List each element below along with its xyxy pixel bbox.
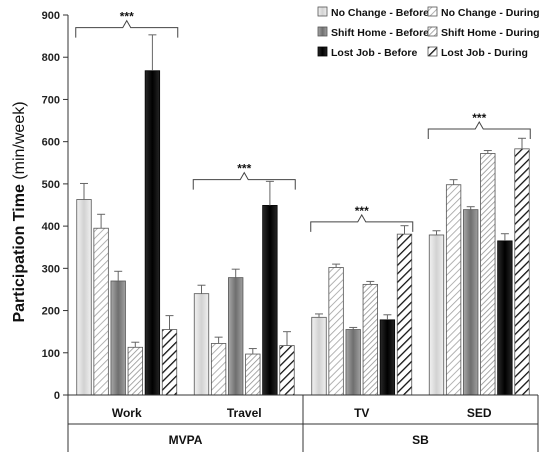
bar [193,293,210,396]
significance-label: *** [237,162,251,176]
significance-bracket [310,213,414,232]
legend-swatch [427,46,438,57]
bar [245,353,261,396]
significance-label: *** [120,10,134,24]
y-tick-label: 200 [42,306,60,318]
significance-label: *** [472,111,486,125]
legend-swatch [317,6,328,17]
legend-swatch [427,26,438,37]
bar [428,234,445,396]
error-bars-layer [80,34,526,355]
bar [76,199,92,396]
legend-label: Lost Job - During [441,47,528,59]
bars-layer [76,70,530,396]
y-tick-label: 0 [54,390,60,402]
y-tick-label: 800 [42,52,60,64]
significance-bracket [192,171,296,190]
bar [362,283,378,396]
legend-label: Shift Home - During [441,27,540,39]
y-tick-label: 400 [42,221,60,233]
legend-swatch [317,26,328,37]
bar [445,184,462,396]
bar [127,346,143,396]
y-tick-label: 900 [42,10,60,22]
bar [161,329,178,396]
bar [210,343,227,396]
bar [93,227,109,396]
significance-bracket [427,120,531,139]
x-group-label: MVPA [169,433,203,447]
y-tick-label: 600 [42,137,60,149]
bar [480,153,496,396]
significance-bracket [75,19,179,38]
legend-swatch [427,6,438,17]
bar [345,329,361,396]
legend-label: No Change - Before [331,7,429,19]
bar [514,148,530,396]
legend-swatch [317,46,328,57]
legend-label: No Change - During [441,7,540,19]
x-category-label: Travel [227,406,262,420]
y-tick-label: 700 [42,94,60,106]
y-axis-ticks: 0 100 200 300 400 500 600 700 800 900 [42,10,68,402]
x-category-label: TV [354,406,369,420]
x-category-label: SED [467,406,492,420]
legend-label: Shift Home - Before [331,27,429,39]
y-tick-label: 500 [42,179,60,191]
bar [497,240,513,396]
legend-label: Lost Job - Before [331,47,417,59]
bar [463,209,479,396]
bar [311,316,327,396]
bar [328,267,344,396]
legend: No Change - Before No Change - During Shif… [317,6,540,59]
bar [110,280,126,396]
significance-label: *** [355,204,369,218]
bar [379,319,396,396]
y-tick-label: 300 [42,263,60,275]
bar [144,70,161,396]
x-category-label: Work [112,406,142,420]
bar [396,233,413,396]
bar [228,277,244,396]
y-axis-label: Participation Time (min/week) [11,101,28,322]
y-tick-label: 100 [42,348,60,360]
bar [279,345,295,396]
axes-layer: Work Travel TV SED MVPA SB [67,15,539,452]
significance-annotations: *** *** *** *** [75,10,531,232]
bar [262,205,278,396]
x-group-label: SB [412,433,429,447]
